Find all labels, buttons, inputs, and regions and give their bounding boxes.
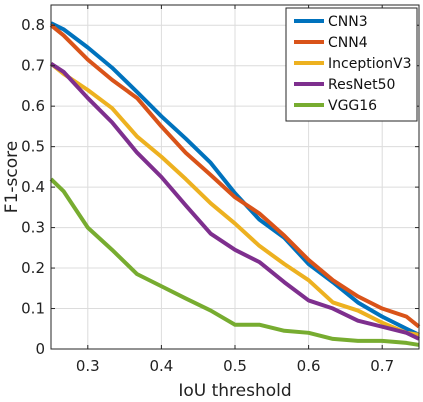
y-tick-label: 0.3 (21, 219, 45, 237)
y-axis-title: F1-score (2, 141, 22, 213)
x-tick-label: 0.4 (149, 357, 173, 375)
series-line-resnet50 (49, 62, 420, 341)
legend-label: CNN4 (328, 35, 368, 51)
x-tick-label: 0.7 (370, 357, 394, 375)
y-tick-label: 0.2 (21, 259, 45, 277)
y-tick-label: 0.6 (21, 97, 45, 115)
y-tick-label: 0.1 (21, 300, 45, 318)
x-axis-title: IoU threshold (178, 381, 291, 401)
y-tick-label: 0.7 (21, 57, 45, 75)
y-tick-label: 0 (35, 340, 45, 358)
x-tick-label: 0.3 (76, 357, 100, 375)
y-tick-label: 0.8 (21, 16, 45, 34)
x-tick-label: 0.5 (223, 357, 247, 375)
series-line-cnn3 (50, 21, 420, 337)
legend-label: CNN3 (328, 14, 368, 30)
series-line-vgg16 (49, 177, 420, 347)
series-line-cnn4 (49, 23, 421, 329)
x-tick-label: 0.6 (297, 357, 321, 375)
legend-label: VGG16 (328, 98, 377, 114)
legend-label: ResNet50 (328, 77, 395, 93)
legend-label: InceptionV3 (328, 56, 412, 72)
series-line-inceptionv3 (49, 62, 420, 337)
y-tick-label: 0.5 (21, 138, 45, 156)
y-tick-label: 0.4 (21, 178, 45, 196)
